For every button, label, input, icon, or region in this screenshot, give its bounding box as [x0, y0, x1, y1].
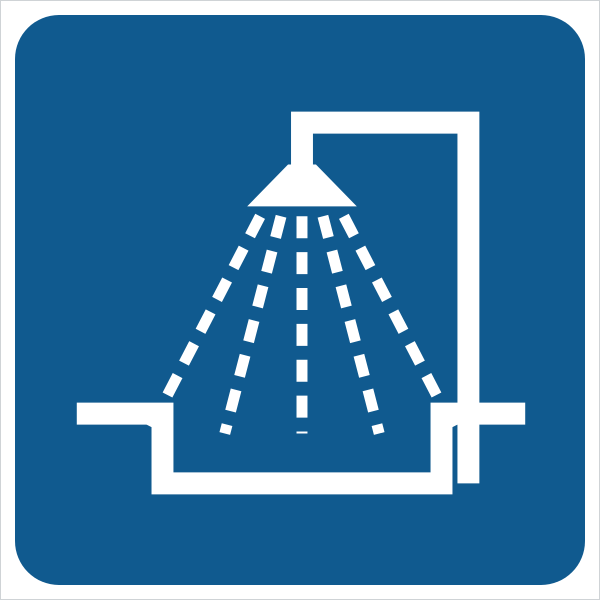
shower-icon: [15, 14, 585, 586]
sign-frame: [0, 0, 600, 600]
sign-plaque: [15, 15, 585, 585]
